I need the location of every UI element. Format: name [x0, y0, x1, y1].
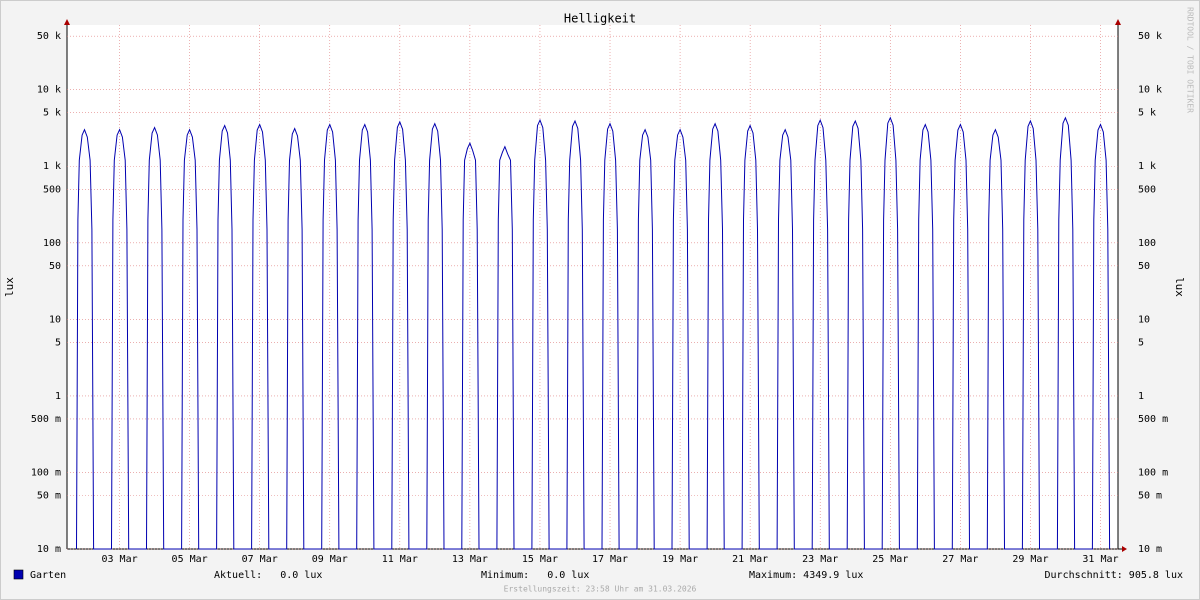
y-tick-label: 50 m	[37, 490, 61, 501]
stat: Minimum: 0.0 lux	[481, 570, 589, 581]
y-tick-label: 10 m	[37, 544, 61, 555]
y-tick-label: 1 k	[43, 161, 61, 172]
chart-title: Helligkeit	[564, 12, 636, 26]
side-note: RRDTOOL / TOBI OETIKER	[1186, 7, 1195, 113]
y2-tick-label: 1 k	[1138, 161, 1156, 172]
y-axis-label: lux	[3, 277, 16, 297]
y2-tick-label: 500 m	[1138, 414, 1168, 425]
data-line	[76, 116, 1111, 550]
x-tick-label: 09 Mar	[312, 554, 348, 565]
y-tick-label: 50 k	[37, 31, 61, 42]
y-tick-label: 1	[55, 391, 61, 402]
plot-area	[67, 25, 1118, 549]
stat: Durchschnitt: 905.8 lux	[1045, 570, 1183, 581]
axis-arrow	[1122, 546, 1127, 552]
y2-axis-label: lux	[1173, 277, 1186, 297]
x-tick-label: 17 Mar	[592, 554, 628, 565]
x-tick-label: 19 Mar	[662, 554, 698, 565]
x-tick-label: 21 Mar	[732, 554, 768, 565]
legend-swatch	[13, 569, 24, 580]
y-tick-label: 500	[43, 184, 61, 195]
stat: Maximum: 4349.9 lux	[749, 570, 863, 581]
y2-tick-label: 50 m	[1138, 490, 1162, 501]
axis-arrow	[64, 19, 70, 25]
y-tick-label: 10 k	[37, 85, 61, 96]
y2-tick-label: 1	[1138, 391, 1144, 402]
y-tick-label: 5 k	[43, 108, 61, 119]
y-tick-label: 50	[49, 261, 61, 272]
y-tick-label: 100 m	[31, 467, 61, 478]
x-tick-label: 11 Mar	[382, 554, 418, 565]
x-tick-label: 23 Mar	[802, 554, 838, 565]
y-tick-label: 100	[43, 238, 61, 249]
y2-tick-label: 5	[1138, 337, 1144, 348]
y2-tick-label: 500	[1138, 184, 1156, 195]
y2-tick-label: 100	[1138, 238, 1156, 249]
x-tick-label: 25 Mar	[872, 554, 908, 565]
y-tick-label: 5	[55, 337, 61, 348]
x-tick-label: 15 Mar	[522, 554, 558, 565]
y2-tick-label: 100 m	[1138, 467, 1168, 478]
x-tick-label: 13 Mar	[452, 554, 488, 565]
x-tick-label: 27 Mar	[942, 554, 978, 565]
y2-tick-label: 5 k	[1138, 108, 1156, 119]
y-tick-label: 10	[49, 314, 61, 325]
y2-tick-label: 10 k	[1138, 85, 1162, 96]
y2-tick-label: 50	[1138, 261, 1150, 272]
footer: Erstellungszeit: 23:58 Uhr am 31.03.2026	[504, 585, 697, 594]
x-tick-label: 31 Mar	[1082, 554, 1118, 565]
legend-label: Garten	[30, 570, 66, 581]
y2-tick-label: 10 m	[1138, 544, 1162, 555]
x-tick-label: 03 Mar	[101, 554, 137, 565]
x-tick-label: 05 Mar	[172, 554, 208, 565]
y-tick-label: 500 m	[31, 414, 61, 425]
x-tick-label: 29 Mar	[1012, 554, 1048, 565]
axis-arrow	[1115, 19, 1121, 25]
stat: Aktuell: 0.0 lux	[214, 570, 322, 581]
y2-tick-label: 10	[1138, 314, 1150, 325]
y2-tick-label: 50 k	[1138, 31, 1162, 42]
x-tick-label: 07 Mar	[242, 554, 278, 565]
